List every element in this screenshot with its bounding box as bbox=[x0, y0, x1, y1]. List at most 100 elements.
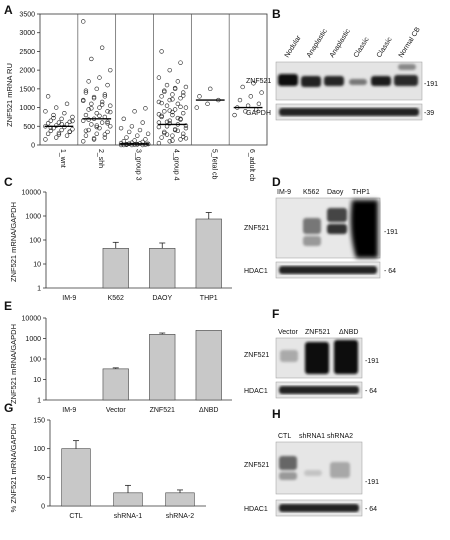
chart-a-point bbox=[145, 131, 151, 136]
blot-h-lane-3: shRNA2 bbox=[327, 433, 353, 440]
chart-a-point bbox=[121, 116, 126, 122]
chart-a-point bbox=[94, 124, 99, 130]
chart-a-point bbox=[86, 107, 91, 112]
panel-label-g: G bbox=[4, 401, 13, 415]
blot-b-lane-6: Normal CB bbox=[398, 26, 422, 59]
chart-a-point bbox=[54, 123, 59, 128]
chart-a-point bbox=[129, 124, 135, 129]
chart-a-point bbox=[48, 128, 54, 133]
chart-g-bar bbox=[165, 492, 195, 507]
chart-a-point bbox=[91, 137, 97, 142]
chart-a-point bbox=[105, 109, 110, 114]
chart-a-point bbox=[181, 110, 186, 116]
chart-a-point bbox=[159, 94, 164, 99]
chart-a-point bbox=[70, 118, 75, 124]
blot-d-thp1-band bbox=[350, 200, 378, 258]
chart-a-point bbox=[99, 120, 105, 125]
chart-a-point bbox=[83, 90, 89, 95]
blot-b-row-znf521: ZNF521 bbox=[246, 78, 271, 85]
chart-a-point bbox=[91, 96, 97, 101]
panel-label-b: B bbox=[272, 7, 281, 21]
chart-a-point bbox=[99, 102, 105, 107]
blot-f-lane-2: ZNF521 bbox=[305, 329, 330, 336]
blot-h: CTL shRNA1 shRNA2 ZNF521 -191 HDAC1 - 64 bbox=[244, 433, 379, 517]
chart-a-point bbox=[105, 82, 110, 88]
chart-a-point bbox=[64, 101, 70, 107]
chart-a-point bbox=[156, 140, 162, 146]
chart-a-ytick-label: 3000 bbox=[19, 30, 35, 37]
chart-a-point bbox=[178, 137, 183, 142]
chart-a-point bbox=[237, 97, 243, 103]
chart-a-point bbox=[48, 118, 54, 123]
chart-a-point bbox=[108, 103, 113, 108]
chart-a-point bbox=[167, 139, 172, 144]
chart-a-point bbox=[170, 133, 175, 138]
chart-a-point bbox=[159, 49, 164, 54]
chart-a-point bbox=[89, 122, 94, 127]
chart-e-ytick-label: 10 bbox=[33, 377, 41, 384]
blot-d-marker-191: -191 bbox=[384, 229, 398, 236]
chart-a-point bbox=[105, 119, 110, 124]
chart-a-point bbox=[243, 109, 248, 114]
chart-a-point bbox=[178, 60, 183, 65]
chart-a-ylabel: ZNF521 mRNA RU bbox=[5, 63, 14, 127]
chart-a-xtick-label: 2_shh bbox=[97, 149, 104, 168]
blot-b-lane-3: Anaplastic bbox=[329, 28, 352, 60]
chart-a-point bbox=[108, 124, 113, 129]
chart-g-ylabel: % ZNF521 mRNA/GAPDH bbox=[9, 424, 18, 513]
chart-a-point bbox=[167, 121, 172, 126]
chart-a-xtick-label: 6_adult cb bbox=[248, 149, 255, 181]
chart-a-point bbox=[175, 128, 181, 133]
chart-a-point bbox=[164, 82, 170, 88]
chart-a-point bbox=[121, 139, 126, 144]
chart-e-bar bbox=[149, 334, 176, 401]
blot-d: IM-9 K562 Daoy THP1 ZNF521 -191 HDAC1 - … bbox=[244, 189, 398, 279]
chart-a-point bbox=[167, 118, 172, 123]
chart-a-point bbox=[94, 110, 99, 116]
blot-b: Nodular Anaplastic Anaplastic Classic Cl… bbox=[246, 26, 438, 121]
chart-a-point bbox=[181, 131, 186, 136]
chart-a-point bbox=[99, 45, 105, 50]
blot-b-row-gapdh: GAPDH bbox=[246, 110, 271, 117]
blot-d-hdac1-bands bbox=[279, 266, 377, 274]
chart-a-point bbox=[162, 89, 167, 95]
chart-a-ytick-label: 500 bbox=[23, 124, 35, 131]
chart-a-point bbox=[129, 142, 135, 148]
panel-label-h: H bbox=[272, 407, 281, 421]
chart-e-ytick-label: 10000 bbox=[22, 316, 42, 323]
panel-label-c: C bbox=[4, 175, 13, 189]
blot-b-marker-191: -191 bbox=[424, 81, 438, 88]
chart-c: ZNF521 mRNA/GAPDH 1 10 100 1000 10000 IM-9 K56… bbox=[9, 190, 232, 302]
chart-a-point bbox=[170, 97, 175, 102]
chart-a-ytick-label: 1000 bbox=[19, 105, 35, 112]
chart-a-point bbox=[183, 136, 189, 141]
chart-g-ytick-label: 100 bbox=[33, 446, 45, 453]
chart-a-xtick-label: 3_group 3 bbox=[135, 149, 142, 181]
chart-a-xtick-label: 4_group 4 bbox=[172, 149, 179, 181]
chart-e-xtick-label: Vector bbox=[106, 407, 127, 414]
chart-a-point bbox=[45, 121, 51, 126]
chart-a-point bbox=[172, 107, 178, 112]
chart-a-point bbox=[91, 94, 97, 100]
chart-a-point bbox=[181, 93, 186, 98]
chart-a-point bbox=[94, 123, 99, 128]
chart-a-point bbox=[170, 92, 175, 97]
chart-a-point bbox=[86, 117, 91, 122]
chart-a-point bbox=[81, 98, 86, 104]
chart-a-point bbox=[140, 120, 145, 125]
chart-g: % ZNF521 mRNA/GAPDH 0 50 100 150 CTL shRNA-1 s… bbox=[9, 418, 206, 520]
chart-a-point bbox=[170, 109, 175, 115]
blot-h-lane-2: shRNA1 bbox=[299, 433, 325, 440]
chart-a-point bbox=[126, 129, 132, 135]
chart-a-point bbox=[162, 109, 167, 114]
chart-a-point bbox=[240, 84, 245, 90]
chart-a: ZNF521 mRNA RU 0 500 1000 1500 2000 2500 3000 3… bbox=[5, 12, 268, 181]
blot-d-lane-1: IM-9 bbox=[277, 189, 291, 196]
chart-a-point bbox=[56, 130, 62, 136]
chart-c-ylabel: ZNF521 mRNA/GAPDH bbox=[9, 202, 18, 282]
chart-a-point bbox=[97, 113, 102, 119]
chart-a-point bbox=[64, 133, 70, 138]
chart-a-point bbox=[135, 133, 140, 138]
blot-d-lane-3: Daoy bbox=[327, 189, 344, 196]
chart-a-point bbox=[62, 124, 67, 130]
